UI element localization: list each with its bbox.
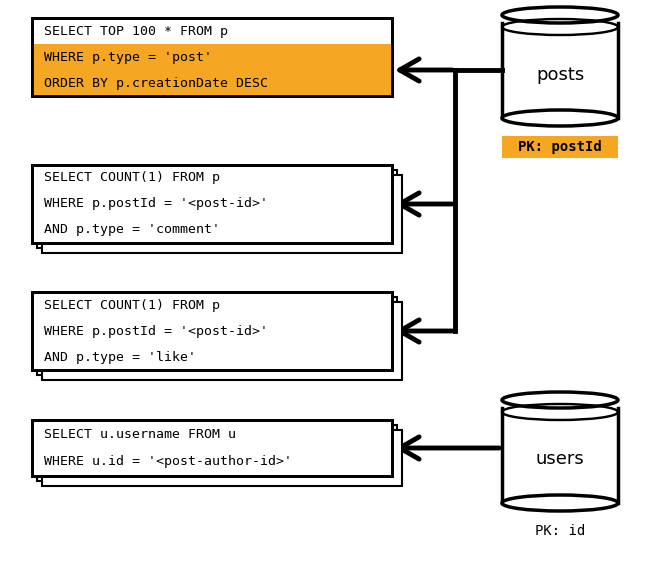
Bar xyxy=(37,297,397,375)
Bar xyxy=(42,430,402,486)
Text: WHERE p.type = 'post': WHERE p.type = 'post' xyxy=(44,51,212,63)
Bar xyxy=(32,165,392,243)
Bar xyxy=(32,420,392,476)
Text: SELECT COUNT(1) FROM p: SELECT COUNT(1) FROM p xyxy=(44,171,220,185)
Ellipse shape xyxy=(502,110,618,126)
Text: AND p.type = 'comment': AND p.type = 'comment' xyxy=(44,224,220,236)
Text: SELECT COUNT(1) FROM p: SELECT COUNT(1) FROM p xyxy=(44,299,220,311)
Text: ORDER BY p.creationDate DESC: ORDER BY p.creationDate DESC xyxy=(44,77,268,89)
Text: users: users xyxy=(535,450,584,468)
Bar xyxy=(37,425,397,481)
Bar xyxy=(32,18,392,96)
Text: SELECT u.username FROM u: SELECT u.username FROM u xyxy=(44,428,236,440)
Bar xyxy=(32,292,392,370)
Bar xyxy=(502,23,618,118)
Text: WHERE p.postId = '<post-id>': WHERE p.postId = '<post-id>' xyxy=(44,325,268,338)
Bar xyxy=(32,18,392,96)
Bar xyxy=(42,302,402,380)
Bar xyxy=(37,170,397,248)
Text: posts: posts xyxy=(536,66,584,84)
Bar xyxy=(32,292,392,370)
Text: AND p.type = 'like': AND p.type = 'like' xyxy=(44,350,196,364)
Text: PK: id: PK: id xyxy=(535,524,585,538)
Bar xyxy=(502,136,618,158)
Ellipse shape xyxy=(502,495,618,511)
Text: WHERE u.id = '<post-author-id>': WHERE u.id = '<post-author-id>' xyxy=(44,456,292,468)
Bar xyxy=(42,175,402,253)
Bar xyxy=(32,420,392,476)
Ellipse shape xyxy=(502,7,618,23)
Bar xyxy=(32,165,392,243)
Text: PK: postId: PK: postId xyxy=(518,140,602,154)
Ellipse shape xyxy=(502,392,618,408)
Bar xyxy=(502,408,618,503)
Bar xyxy=(32,70,392,96)
Text: WHERE p.postId = '<post-id>': WHERE p.postId = '<post-id>' xyxy=(44,198,268,210)
Text: SELECT TOP 100 * FROM p: SELECT TOP 100 * FROM p xyxy=(44,24,228,38)
Bar xyxy=(32,44,392,70)
